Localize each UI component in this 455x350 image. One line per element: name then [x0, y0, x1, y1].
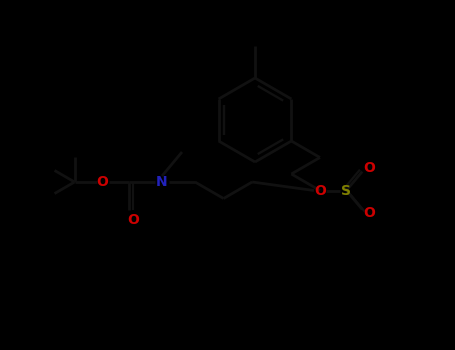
Text: O: O: [364, 161, 375, 175]
Text: O: O: [314, 183, 326, 197]
Text: S: S: [341, 183, 351, 197]
Text: N: N: [156, 175, 168, 189]
Text: O: O: [96, 175, 109, 189]
Text: O: O: [364, 206, 375, 220]
Text: O: O: [127, 213, 139, 227]
